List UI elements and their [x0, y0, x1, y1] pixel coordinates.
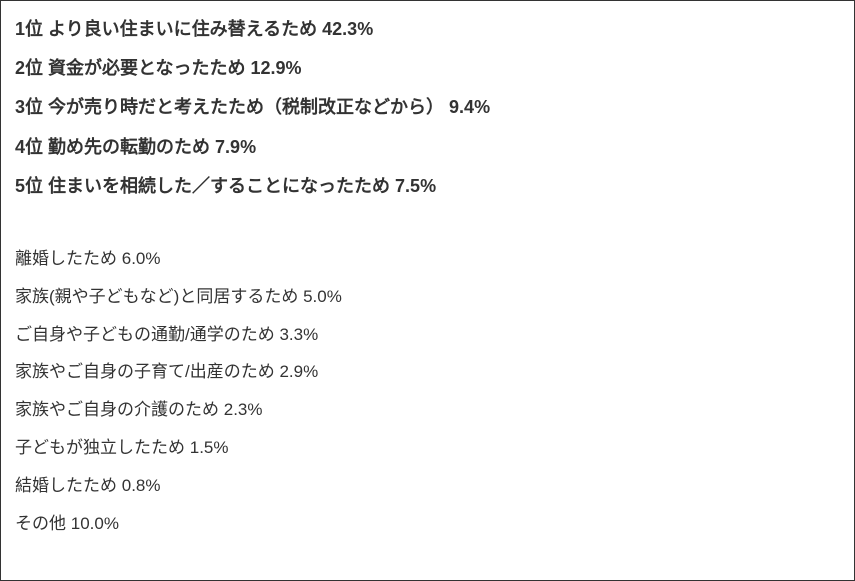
unranked-item-8: その他 10.0% [15, 512, 840, 536]
reason-text: 住まいを相続した／することになったため [48, 176, 390, 196]
unranked-item-3: ご自身や子どもの通勤/通学のため 3.3% [15, 323, 840, 347]
reason-text: その他 [15, 514, 66, 533]
percentage-value: 7.9% [215, 137, 256, 157]
reason-text: 勤め先の転勤のため [48, 137, 210, 157]
reason-text: 結婚したため [15, 476, 117, 495]
rank-label: 5位 [15, 176, 43, 196]
ranked-item-2: 2位 資金が必要となったため 12.9% [15, 56, 840, 81]
reason-text: より良い住まいに住み替えるため [48, 19, 317, 39]
rank-label: 2位 [15, 58, 43, 78]
rank-label: 3位 [15, 97, 43, 117]
percentage-value: 42.3% [322, 19, 373, 39]
percentage-value: 6.0% [122, 249, 161, 268]
reason-text: 家族(親や子どもなど)と同居するため [15, 287, 298, 306]
unranked-item-6: 子どもが独立したため 1.5% [15, 436, 840, 460]
reason-text: ご自身や子どもの通勤/通学のため [15, 325, 275, 344]
unranked-section: 離婚したため 6.0% 家族(親や子どもなど)と同居するため 5.0% ご自身や… [15, 247, 840, 535]
percentage-value: 1.5% [190, 438, 229, 457]
reason-text: 家族やご自身の子育て/出産のため [15, 362, 275, 381]
ranked-item-1: 1位 より良い住まいに住み替えるため 42.3% [15, 17, 840, 42]
rank-label: 1位 [15, 19, 43, 39]
ranked-item-4: 4位 勤め先の転勤のため 7.9% [15, 135, 840, 160]
percentage-value: 9.4% [449, 97, 490, 117]
reason-text: 今が売り時だと考えたため（税制改正などから） [48, 97, 444, 117]
ranked-item-3: 3位 今が売り時だと考えたため（税制改正などから） 9.4% [15, 95, 840, 120]
percentage-value: 10.0% [71, 514, 119, 533]
ranked-section: 1位 より良い住まいに住み替えるため 42.3% 2位 資金が必要となったため … [15, 17, 840, 199]
reason-text: 資金が必要となったため [48, 58, 245, 78]
reason-text: 子どもが独立したため [15, 438, 185, 457]
survey-container: 1位 より良い住まいに住み替えるため 42.3% 2位 資金が必要となったため … [0, 0, 855, 581]
unranked-item-1: 離婚したため 6.0% [15, 247, 840, 271]
percentage-value: 3.3% [279, 325, 318, 344]
percentage-value: 0.8% [122, 476, 161, 495]
percentage-value: 7.5% [395, 176, 436, 196]
unranked-item-7: 結婚したため 0.8% [15, 474, 840, 498]
unranked-item-2: 家族(親や子どもなど)と同居するため 5.0% [15, 285, 840, 309]
unranked-item-5: 家族やご自身の介護のため 2.3% [15, 398, 840, 422]
unranked-item-4: 家族やご自身の子育て/出産のため 2.9% [15, 360, 840, 384]
reason-text: 家族やご自身の介護のため [15, 400, 219, 419]
percentage-value: 12.9% [251, 58, 302, 78]
percentage-value: 5.0% [303, 287, 342, 306]
reason-text: 離婚したため [15, 249, 117, 268]
ranked-item-5: 5位 住まいを相続した／することになったため 7.5% [15, 174, 840, 199]
percentage-value: 2.3% [224, 400, 263, 419]
percentage-value: 2.9% [279, 362, 318, 381]
rank-label: 4位 [15, 137, 43, 157]
